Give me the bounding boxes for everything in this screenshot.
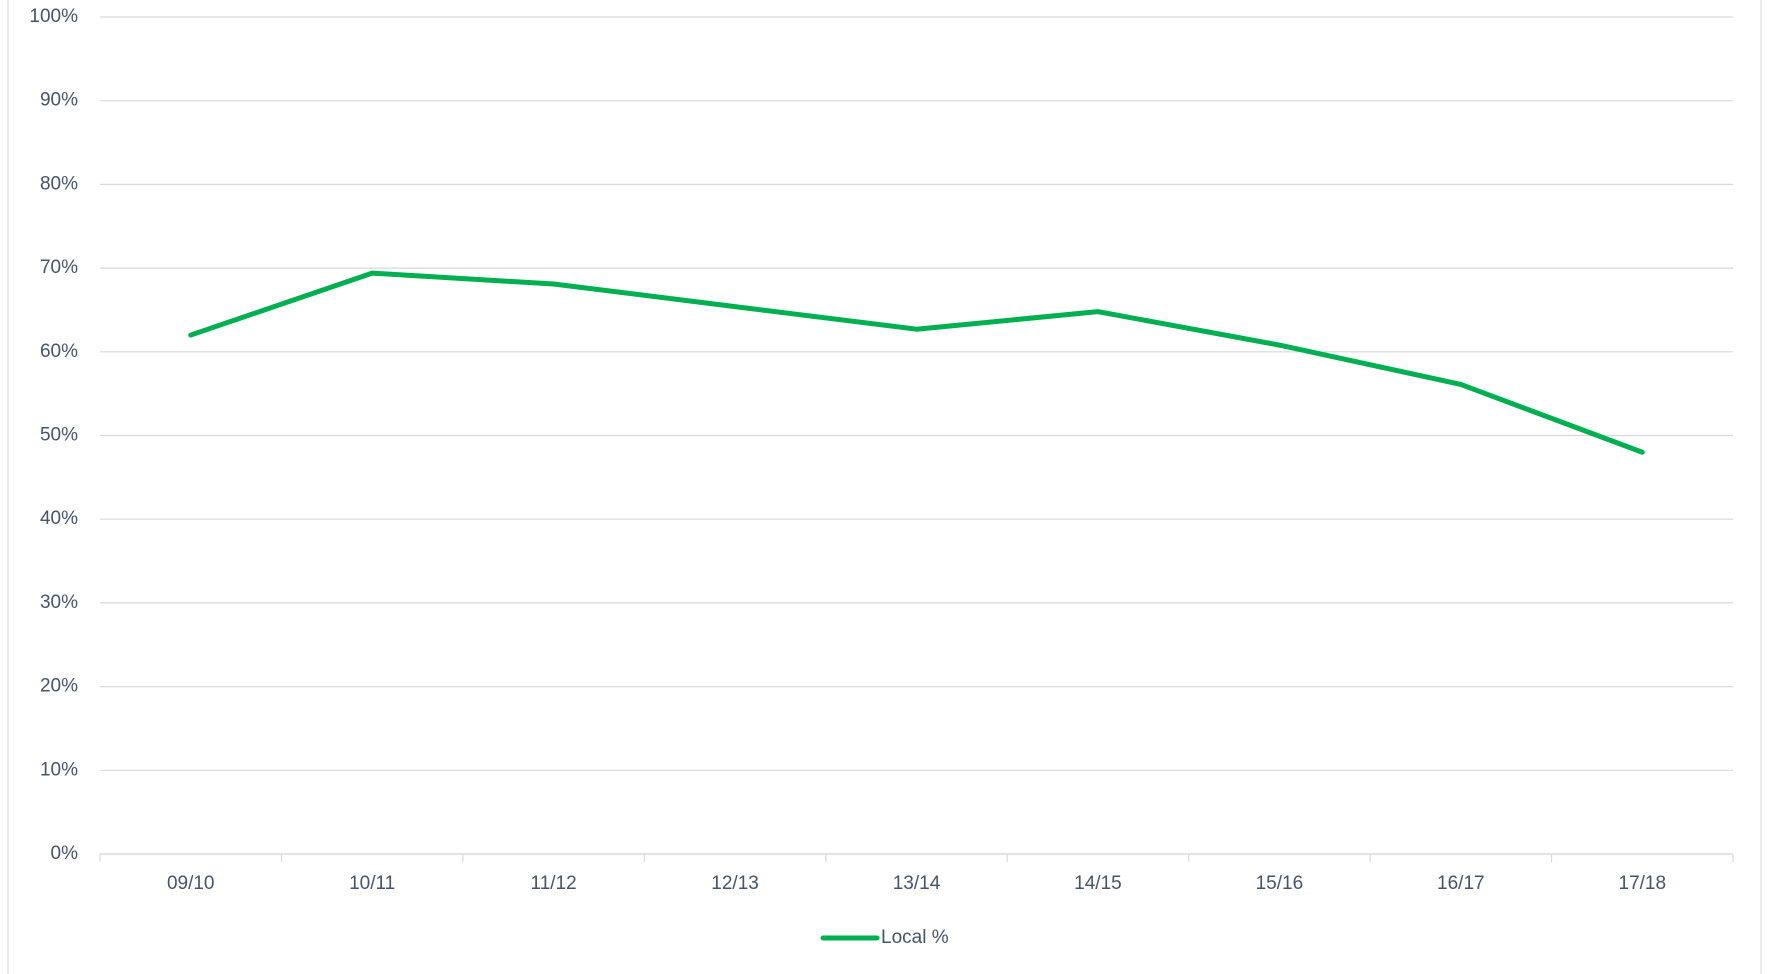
y-tick-label: 30% <box>40 592 78 613</box>
y-tick-label: 40% <box>40 508 78 529</box>
x-tick-label: 11/12 <box>531 873 577 894</box>
x-tick-label: 14/15 <box>1074 873 1122 894</box>
y-tick-label: 60% <box>40 341 78 362</box>
x-tick-label: 13/14 <box>893 873 941 894</box>
legend-label: Local % <box>881 927 949 948</box>
x-tick-label: 17/18 <box>1619 873 1667 894</box>
x-tick-label: 15/16 <box>1256 873 1304 894</box>
y-tick-label: 70% <box>40 257 78 278</box>
y-tick-label: 10% <box>40 759 78 780</box>
y-tick-label: 80% <box>40 173 78 194</box>
y-tick-label: 100% <box>29 6 78 27</box>
x-tick-label: 10/11 <box>349 873 395 894</box>
y-tick-label: 90% <box>40 90 78 111</box>
x-tick-label: 12/13 <box>711 873 759 894</box>
series-line <box>188 270 1645 455</box>
y-tick-label: 0% <box>51 843 79 864</box>
chart-border <box>7 0 1762 974</box>
x-tick-label: 09/10 <box>167 873 215 894</box>
y-tick-label: 20% <box>40 676 78 697</box>
x-tick-label: 16/17 <box>1437 873 1485 894</box>
y-tick-label: 50% <box>40 425 78 446</box>
